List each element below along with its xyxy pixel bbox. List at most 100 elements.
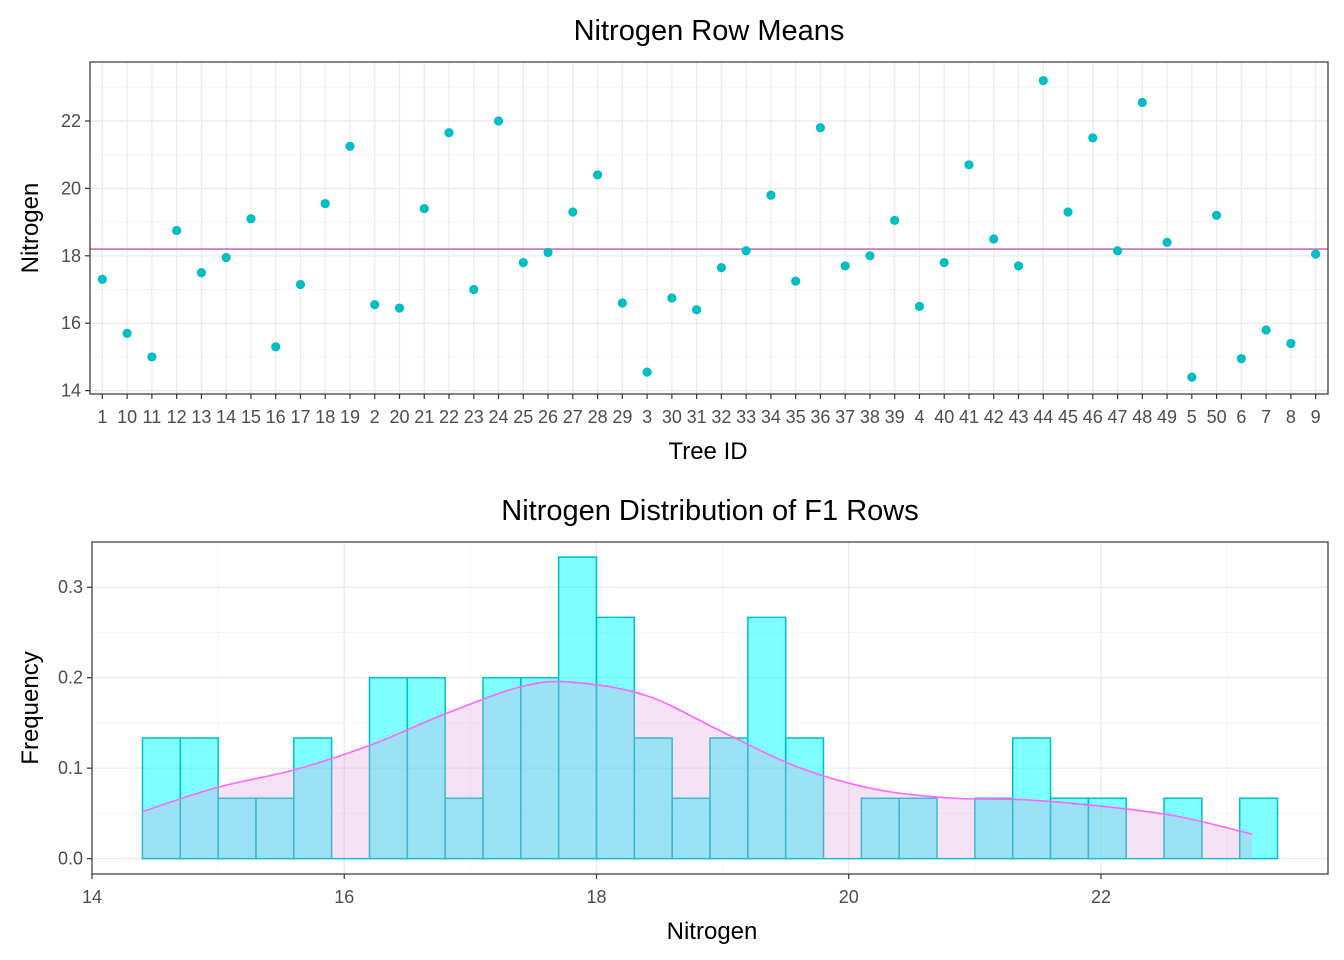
- x-tick-label: 26: [538, 407, 558, 427]
- x-tick-label: 23: [464, 407, 484, 427]
- histogram-y-axis-title: Frequency: [17, 651, 44, 764]
- data-point: [370, 300, 380, 310]
- y-tick-label: 16: [61, 313, 81, 333]
- data-point: [271, 342, 281, 352]
- x-tick-label: 12: [167, 407, 187, 427]
- data-point: [345, 141, 355, 151]
- scatter-y-axis-title: Nitrogen: [17, 183, 44, 274]
- x-tick-label: 9: [1311, 407, 1321, 427]
- x-tick-label: 14: [82, 887, 102, 907]
- data-point: [1236, 354, 1246, 364]
- data-point: [122, 328, 132, 338]
- x-tick-label: 44: [1033, 407, 1053, 427]
- x-tick-label: 11: [143, 407, 162, 427]
- density-curve: [142, 680, 1253, 835]
- histogram-bar: [217, 797, 257, 860]
- x-tick-label: 18: [315, 407, 335, 427]
- data-point: [1063, 207, 1073, 217]
- data-point: [642, 367, 652, 377]
- histogram-bar: [784, 737, 825, 860]
- histogram-bar: [898, 797, 938, 860]
- data-point: [221, 252, 231, 263]
- data-point: [295, 279, 306, 290]
- x-tick-label: 50: [1207, 407, 1227, 427]
- x-tick-label: 22: [1091, 887, 1111, 907]
- data-point: [692, 305, 702, 315]
- histogram-bar: [1011, 737, 1052, 860]
- density-area: [142, 681, 1253, 859]
- x-tick-label: 8: [1286, 407, 1296, 427]
- data-point: [914, 301, 925, 311]
- histogram-bar: [1163, 797, 1203, 860]
- y-tick-label: 0.1: [58, 758, 83, 778]
- x-tick-label: 43: [1008, 407, 1028, 427]
- data-point: [97, 274, 107, 285]
- data-point: [964, 160, 974, 170]
- x-tick-label: 17: [290, 407, 310, 427]
- x-tick-label: 27: [563, 407, 583, 427]
- x-tick-label: 40: [934, 407, 954, 427]
- x-tick-label: 6: [1236, 407, 1246, 427]
- x-tick-label: 35: [786, 407, 806, 427]
- data-point: [1137, 97, 1147, 108]
- data-point: [469, 284, 479, 295]
- histogram-title: Nitrogen Distribution of F1 Rows: [501, 495, 918, 527]
- histogram-bar: [1049, 797, 1090, 860]
- data-point: [716, 263, 726, 273]
- data-point: [890, 215, 900, 226]
- y-tick-label: 20: [61, 178, 81, 198]
- data-point: [1211, 210, 1222, 220]
- data-point: [172, 225, 182, 236]
- histogram-bar: [1238, 797, 1279, 860]
- data-point: [493, 116, 504, 126]
- data-point: [617, 298, 627, 308]
- data-point: [1038, 75, 1048, 86]
- x-tick-label: 20: [389, 407, 409, 427]
- scatter-y-axis: 14 16 18 20 22: [61, 111, 90, 401]
- x-tick-label: 13: [191, 407, 211, 427]
- data-point: [939, 257, 949, 268]
- x-tick-label: 16: [266, 407, 286, 427]
- x-tick-label: 32: [711, 407, 731, 427]
- histogram-bar: [406, 676, 446, 860]
- data-point: [1286, 338, 1296, 349]
- data-point: [741, 246, 751, 256]
- histogram-bar: [368, 676, 409, 860]
- histogram-x-axis-title: Nitrogen: [667, 918, 758, 945]
- data-point: [444, 128, 454, 138]
- x-tick-label: 47: [1108, 407, 1128, 427]
- data-point: [196, 268, 207, 278]
- x-tick-label: 5: [1187, 407, 1197, 427]
- x-tick-label: 19: [340, 407, 360, 427]
- data-point: [592, 170, 603, 180]
- data-point: [568, 207, 578, 217]
- data-point: [1261, 325, 1271, 335]
- scatter-panel-border: [89, 61, 1329, 395]
- x-tick-label: 16: [334, 887, 354, 907]
- data-point: [246, 214, 256, 224]
- histogram-panel-border: [91, 541, 1329, 875]
- y-tick-label: 0.0: [58, 849, 83, 869]
- data-point: [791, 276, 801, 286]
- data-point: [1162, 237, 1172, 247]
- data-point: [865, 251, 875, 261]
- histogram-bar: [293, 737, 333, 860]
- data-point: [147, 352, 157, 362]
- histogram-bar: [747, 616, 787, 860]
- x-tick-label: 41: [959, 407, 979, 427]
- x-tick-label: 37: [835, 407, 855, 427]
- data-point: [766, 190, 776, 200]
- x-tick-label: 3: [642, 407, 652, 427]
- scatter-x-axis-title: Tree ID: [668, 438, 747, 465]
- y-tick-label: 18: [61, 246, 81, 266]
- data-point: [815, 123, 826, 133]
- scatter-x-axis: 1 10 11 12 13 14 15 16 17 18 19 2 20 21 22 23 24 25 26 27 28…: [97, 394, 1321, 427]
- x-tick-label: 29: [612, 407, 632, 427]
- data-point: [1112, 246, 1123, 256]
- x-tick-label: 38: [860, 407, 880, 427]
- scatter-title: Nitrogen Row Means: [574, 15, 845, 47]
- histogram-bar: [974, 797, 1014, 860]
- histogram-x-axis: 14 16 18 20 22: [82, 874, 1111, 907]
- x-tick-label: 15: [241, 407, 261, 427]
